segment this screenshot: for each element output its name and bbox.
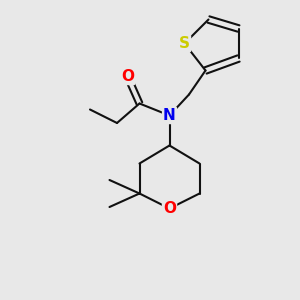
Text: N: N xyxy=(163,108,176,123)
Text: S: S xyxy=(179,36,190,51)
Text: O: O xyxy=(163,201,176,216)
Text: O: O xyxy=(121,69,134,84)
